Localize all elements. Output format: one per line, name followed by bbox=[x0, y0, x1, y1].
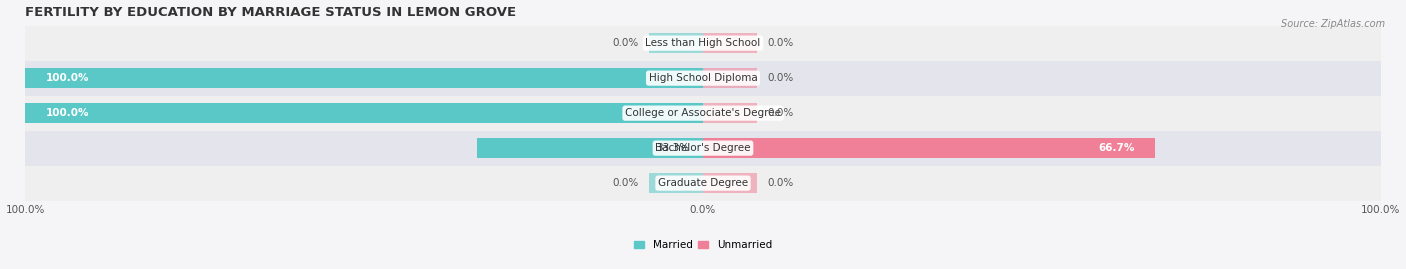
Text: 0.0%: 0.0% bbox=[768, 178, 793, 188]
Text: 100.0%: 100.0% bbox=[45, 73, 89, 83]
Bar bbox=[25, 96, 1381, 131]
Text: FERTILITY BY EDUCATION BY MARRIAGE STATUS IN LEMON GROVE: FERTILITY BY EDUCATION BY MARRIAGE STATU… bbox=[25, 6, 516, 19]
Bar bbox=[703, 138, 1156, 158]
Bar bbox=[25, 166, 1381, 201]
Text: 0.0%: 0.0% bbox=[613, 178, 638, 188]
Text: 0.0%: 0.0% bbox=[768, 73, 793, 83]
Text: 0.0%: 0.0% bbox=[613, 38, 638, 48]
Text: Source: ZipAtlas.com: Source: ZipAtlas.com bbox=[1281, 19, 1385, 29]
Text: Graduate Degree: Graduate Degree bbox=[658, 178, 748, 188]
Bar bbox=[703, 33, 758, 53]
Bar bbox=[25, 131, 1381, 166]
Text: 66.7%: 66.7% bbox=[1098, 143, 1135, 153]
Text: 33.3%: 33.3% bbox=[657, 143, 689, 153]
Bar bbox=[25, 26, 1381, 61]
Bar bbox=[648, 173, 703, 193]
Text: 0.0%: 0.0% bbox=[768, 38, 793, 48]
Text: Less than High School: Less than High School bbox=[645, 38, 761, 48]
Bar bbox=[703, 68, 758, 88]
Text: 100.0%: 100.0% bbox=[45, 108, 89, 118]
Text: College or Associate's Degree: College or Associate's Degree bbox=[626, 108, 780, 118]
Bar bbox=[25, 68, 703, 88]
Bar bbox=[25, 103, 703, 123]
Bar bbox=[648, 33, 703, 53]
Bar bbox=[703, 173, 758, 193]
Bar bbox=[25, 61, 1381, 96]
Text: High School Diploma: High School Diploma bbox=[648, 73, 758, 83]
Text: 0.0%: 0.0% bbox=[768, 108, 793, 118]
Legend: Married, Unmarried: Married, Unmarried bbox=[630, 236, 776, 254]
Bar bbox=[703, 103, 758, 123]
Bar bbox=[477, 138, 703, 158]
Text: Bachelor's Degree: Bachelor's Degree bbox=[655, 143, 751, 153]
